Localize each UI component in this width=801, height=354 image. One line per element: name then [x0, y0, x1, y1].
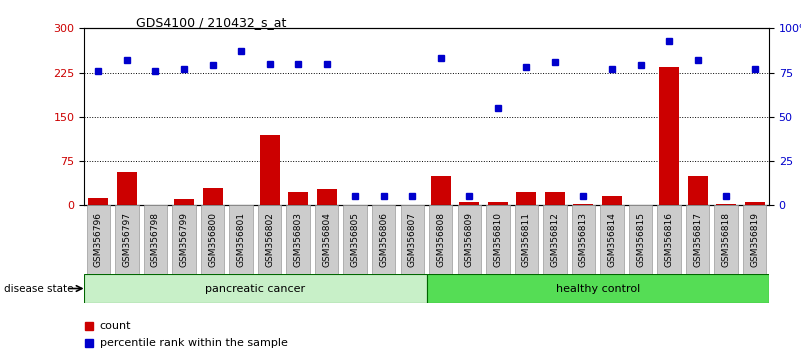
Text: GSM356811: GSM356811 — [522, 212, 531, 267]
Bar — [459, 202, 479, 205]
FancyBboxPatch shape — [686, 205, 710, 274]
Bar — [687, 176, 707, 205]
Text: GSM356817: GSM356817 — [693, 212, 702, 267]
FancyBboxPatch shape — [143, 205, 167, 274]
Bar — [431, 176, 451, 205]
FancyBboxPatch shape — [629, 205, 652, 274]
FancyBboxPatch shape — [344, 205, 367, 274]
Text: GSM356816: GSM356816 — [665, 212, 674, 267]
Text: GSM356801: GSM356801 — [236, 212, 246, 267]
Text: GSM356798: GSM356798 — [151, 212, 160, 267]
Text: GSM356803: GSM356803 — [294, 212, 303, 267]
Text: pancreatic cancer: pancreatic cancer — [205, 284, 305, 293]
FancyBboxPatch shape — [426, 274, 769, 303]
Text: GSM356809: GSM356809 — [465, 212, 474, 267]
Text: GDS4100 / 210432_s_at: GDS4100 / 210432_s_at — [136, 16, 287, 29]
Bar — [545, 192, 565, 205]
FancyBboxPatch shape — [87, 205, 110, 274]
Text: healthy control: healthy control — [556, 284, 640, 293]
Bar — [288, 192, 308, 205]
FancyBboxPatch shape — [658, 205, 681, 274]
Text: GSM356799: GSM356799 — [179, 212, 188, 267]
FancyBboxPatch shape — [515, 205, 538, 274]
Text: GSM356808: GSM356808 — [437, 212, 445, 267]
Text: GSM356818: GSM356818 — [722, 212, 731, 267]
Text: GSM356810: GSM356810 — [493, 212, 502, 267]
FancyBboxPatch shape — [400, 205, 424, 274]
Bar — [174, 199, 194, 205]
Text: GSM356797: GSM356797 — [123, 212, 131, 267]
Text: percentile rank within the sample: percentile rank within the sample — [99, 338, 288, 348]
FancyBboxPatch shape — [743, 205, 767, 274]
Bar — [659, 67, 679, 205]
Text: GSM356804: GSM356804 — [322, 212, 331, 267]
FancyBboxPatch shape — [172, 205, 195, 274]
Bar — [745, 202, 765, 205]
FancyBboxPatch shape — [457, 205, 481, 274]
FancyBboxPatch shape — [315, 205, 338, 274]
FancyBboxPatch shape — [714, 205, 738, 274]
Bar — [260, 135, 280, 205]
FancyBboxPatch shape — [258, 205, 281, 274]
FancyBboxPatch shape — [572, 205, 595, 274]
FancyBboxPatch shape — [543, 205, 566, 274]
Text: GSM356800: GSM356800 — [208, 212, 217, 267]
FancyBboxPatch shape — [429, 205, 453, 274]
FancyBboxPatch shape — [600, 205, 624, 274]
Text: count: count — [99, 321, 131, 331]
Text: GSM356819: GSM356819 — [751, 212, 759, 267]
FancyBboxPatch shape — [486, 205, 509, 274]
FancyBboxPatch shape — [201, 205, 224, 274]
FancyBboxPatch shape — [229, 205, 253, 274]
FancyBboxPatch shape — [84, 274, 426, 303]
FancyBboxPatch shape — [287, 205, 310, 274]
Text: GSM356815: GSM356815 — [636, 212, 645, 267]
Text: GSM356814: GSM356814 — [607, 212, 617, 267]
Text: GSM356805: GSM356805 — [351, 212, 360, 267]
Text: disease state: disease state — [4, 284, 74, 293]
Bar — [316, 189, 336, 205]
Text: GSM356796: GSM356796 — [94, 212, 103, 267]
Bar — [517, 192, 537, 205]
Bar — [488, 202, 508, 205]
Bar — [574, 204, 594, 205]
Bar — [88, 198, 108, 205]
Text: GSM356802: GSM356802 — [265, 212, 274, 267]
FancyBboxPatch shape — [115, 205, 139, 274]
Text: GSM356813: GSM356813 — [579, 212, 588, 267]
Text: GSM356806: GSM356806 — [379, 212, 388, 267]
Bar — [602, 196, 622, 205]
Text: GSM356812: GSM356812 — [550, 212, 559, 267]
Bar — [117, 172, 137, 205]
Bar — [716, 204, 736, 205]
FancyBboxPatch shape — [372, 205, 396, 274]
Bar — [203, 188, 223, 205]
Text: GSM356807: GSM356807 — [408, 212, 417, 267]
